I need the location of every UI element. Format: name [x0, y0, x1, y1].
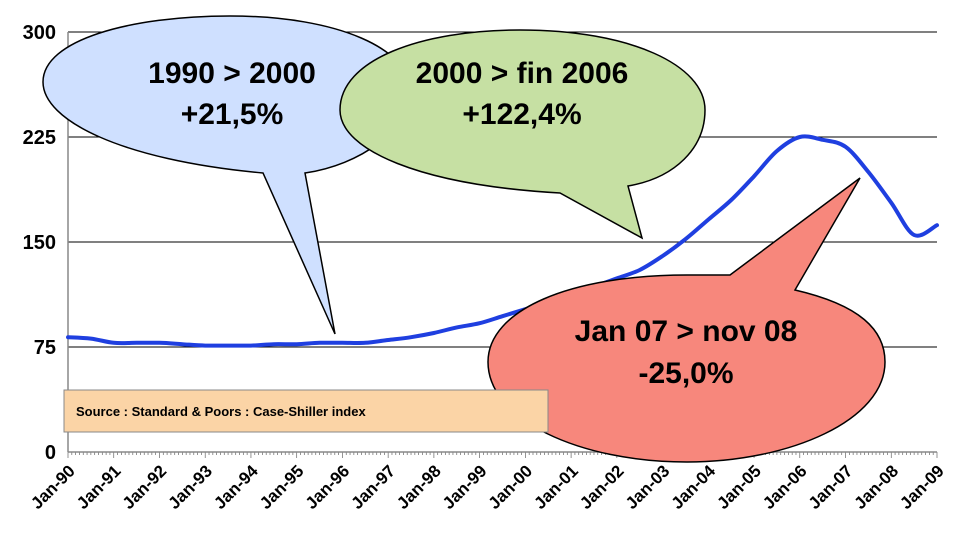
callout-line2: -25,0%: [638, 357, 733, 390]
callout-bubble-shape: [487, 177, 886, 463]
x-tick-label: Jan-92: [119, 461, 171, 513]
x-tick-label: Jan-94: [210, 461, 262, 513]
x-tick-label: Jan-07: [805, 461, 857, 513]
source-note: Source : Standard & Poors : Case-Shiller…: [63, 389, 549, 433]
x-tick-label: Jan-03: [622, 461, 674, 513]
callout-line2: +21,5%: [181, 98, 284, 131]
callout-line2: +122,4%: [462, 98, 581, 131]
callout-line1: 1990 > 2000: [148, 57, 316, 90]
x-tick-label: Jan-96: [302, 461, 354, 513]
x-tick-label: Jan-04: [668, 461, 720, 513]
y-tick-label: 300: [23, 22, 56, 44]
x-axis-ticks: Jan-90Jan-91Jan-92Jan-93Jan-94Jan-95Jan-…: [27, 461, 948, 513]
x-tick-label: Jan-90: [27, 461, 79, 513]
callout-bubble-shape: [339, 29, 706, 240]
callout-line1: Jan 07 > nov 08: [575, 315, 798, 348]
y-tick-label: 150: [23, 232, 56, 254]
x-tick-label: Jan-06: [759, 461, 811, 513]
callout-line1: 2000 > fin 2006: [416, 57, 629, 90]
callout-bubble-2000-2006: 2000 > fin 2006 +122,4%: [339, 29, 706, 240]
y-tick-label: 0: [45, 442, 56, 464]
source-box: [63, 389, 549, 433]
x-tick-label: Jan-02: [576, 461, 628, 513]
x-tick-label: Jan-99: [439, 461, 491, 513]
y-tick-label: 225: [23, 127, 56, 149]
x-tick-label: Jan-97: [347, 461, 399, 513]
x-tick-label: Jan-00: [485, 461, 537, 513]
source-text: Source : Standard & Poors : Case-Shiller…: [76, 404, 366, 419]
x-axis-minor-ticks: [67, 452, 938, 458]
y-tick-label: 75: [34, 337, 56, 359]
series-line: [66, 134, 939, 348]
x-tick-label: Jan-91: [73, 461, 125, 513]
callout-bubble-2007-2008: Jan 07 > nov 08 -25,0%: [487, 177, 886, 463]
callout-bubble-1990-2000: 1990 > 2000 +21,5%: [42, 15, 411, 335]
x-tick-label: Jan-09: [896, 461, 948, 513]
x-tick-label: Jan-93: [165, 461, 217, 513]
y-axis-ticks: 0 75 150 225 300: [23, 22, 56, 464]
x-tick-label: Jan-08: [851, 461, 903, 513]
x-tick-label: Jan-98: [393, 461, 445, 513]
x-tick-label: Jan-05: [713, 461, 765, 513]
x-tick-label: Jan-95: [256, 461, 308, 513]
x-tick-label: Jan-01: [530, 461, 582, 513]
